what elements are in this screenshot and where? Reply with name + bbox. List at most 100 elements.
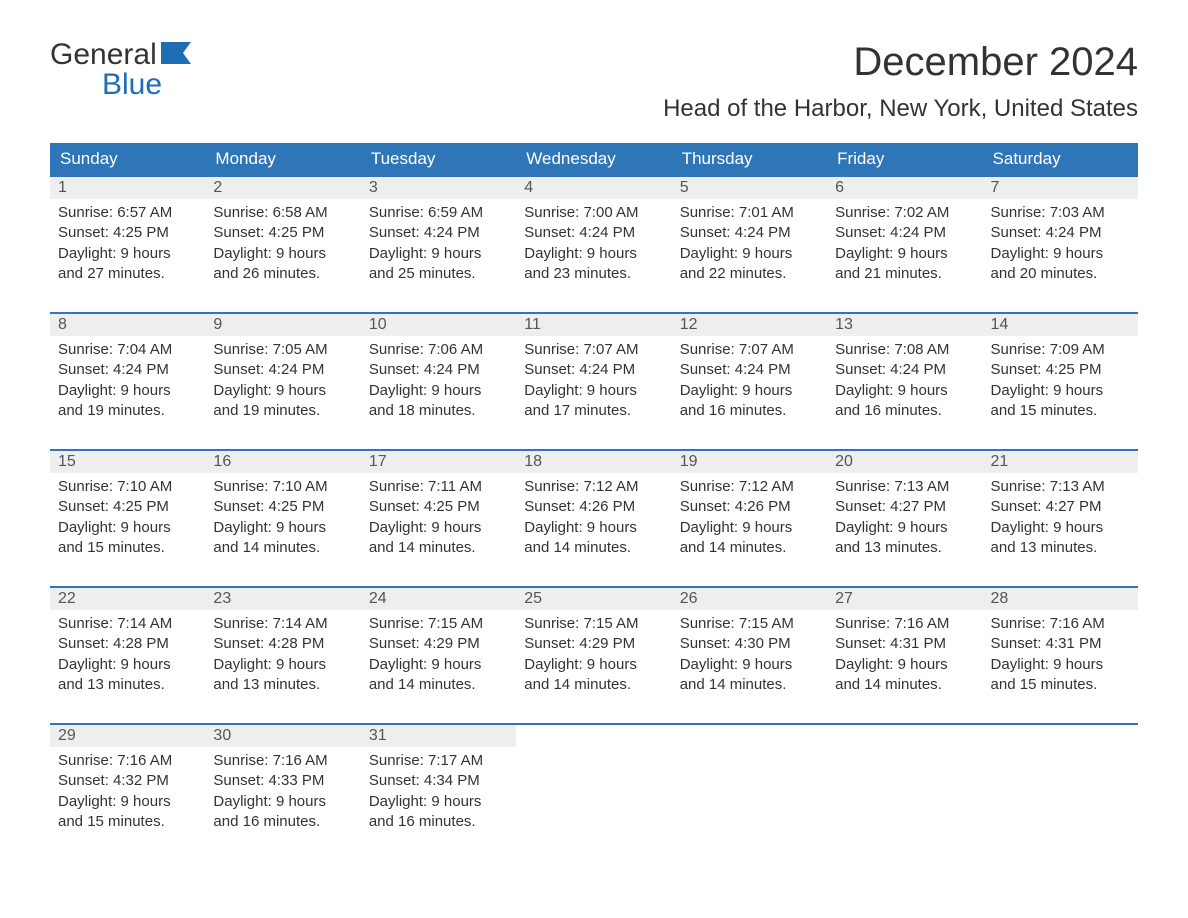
sunrise-line: Sunrise: 7:08 AM xyxy=(835,340,974,360)
day-number-cell: 28 xyxy=(983,587,1138,610)
sunset-line: Sunset: 4:34 PM xyxy=(369,771,508,791)
sunset-value: 4:25 PM xyxy=(113,224,169,241)
sunrise-label: Sunrise: xyxy=(835,204,894,221)
sunrise-value: 7:16 AM xyxy=(273,752,328,769)
sunrise-line: Sunrise: 6:58 AM xyxy=(213,203,352,223)
sunset-label: Sunset: xyxy=(524,361,579,378)
day-number: 20 xyxy=(835,453,853,470)
sunset-line: Sunset: 4:24 PM xyxy=(680,223,819,243)
day-content: Sunrise: 7:16 AMSunset: 4:31 PMDaylight:… xyxy=(835,614,974,695)
week-daynum-row: 891011121314 xyxy=(50,313,1138,336)
day-content-cell: Sunrise: 7:10 AMSunset: 4:25 PMDaylight:… xyxy=(50,473,205,587)
sunrise-label: Sunrise: xyxy=(680,478,739,495)
location-text: Head of the Harbor, New York, United Sta… xyxy=(663,95,1138,123)
sunrise-line: Sunrise: 7:10 AM xyxy=(58,477,197,497)
sunset-label: Sunset: xyxy=(58,361,113,378)
sunset-value: 4:26 PM xyxy=(735,498,791,515)
sunset-value: 4:27 PM xyxy=(1046,498,1102,515)
daylight-line1: Daylight: 9 hours xyxy=(524,518,663,538)
sunrise-value: 7:08 AM xyxy=(894,341,949,358)
sunrise-value: 7:17 AM xyxy=(428,752,483,769)
flag-icon xyxy=(161,40,191,70)
daylight-value1: 9 hours xyxy=(121,656,171,673)
day-content: Sunrise: 7:03 AMSunset: 4:24 PMDaylight:… xyxy=(991,203,1130,284)
daylight-line1: Daylight: 9 hours xyxy=(369,381,508,401)
sunset-line: Sunset: 4:26 PM xyxy=(680,497,819,517)
day-number-cell: 29 xyxy=(50,724,205,747)
day-content-cell: Sunrise: 7:14 AMSunset: 4:28 PMDaylight:… xyxy=(205,610,360,724)
sunset-line: Sunset: 4:28 PM xyxy=(213,634,352,654)
sunset-value: 4:24 PM xyxy=(268,361,324,378)
day-content-cell: Sunrise: 6:57 AMSunset: 4:25 PMDaylight:… xyxy=(50,199,205,313)
sunrise-label: Sunrise: xyxy=(835,478,894,495)
day-content: Sunrise: 6:58 AMSunset: 4:25 PMDaylight:… xyxy=(213,203,352,284)
day-content: Sunrise: 7:06 AMSunset: 4:24 PMDaylight:… xyxy=(369,340,508,421)
day-content-cell: Sunrise: 7:16 AMSunset: 4:33 PMDaylight:… xyxy=(205,747,360,860)
sunset-label: Sunset: xyxy=(213,772,268,789)
logo-word-blue: Blue xyxy=(102,70,191,100)
day-content-cell: Sunrise: 7:08 AMSunset: 4:24 PMDaylight:… xyxy=(827,336,982,450)
sunset-line: Sunset: 4:25 PM xyxy=(213,497,352,517)
daylight-line2: and 15 minutes. xyxy=(991,675,1130,695)
sunrise-label: Sunrise: xyxy=(680,341,739,358)
day-number-cell: 30 xyxy=(205,724,360,747)
sunset-line: Sunset: 4:25 PM xyxy=(369,497,508,517)
sunrise-line: Sunrise: 7:13 AM xyxy=(835,477,974,497)
daylight-line1: Daylight: 9 hours xyxy=(58,518,197,538)
daylight-line2: and 16 minutes. xyxy=(369,812,508,832)
daylight-label: Daylight: xyxy=(369,656,432,673)
sunset-line: Sunset: 4:24 PM xyxy=(213,360,352,380)
daylight-line1: Daylight: 9 hours xyxy=(680,244,819,264)
sunrise-label: Sunrise: xyxy=(991,615,1050,632)
sunset-line: Sunset: 4:24 PM xyxy=(58,360,197,380)
daylight-line1: Daylight: 9 hours xyxy=(58,381,197,401)
day-number: 5 xyxy=(680,179,689,196)
day-number: 2 xyxy=(213,179,222,196)
day-content: Sunrise: 7:12 AMSunset: 4:26 PMDaylight:… xyxy=(524,477,663,558)
daylight-line1: Daylight: 9 hours xyxy=(369,655,508,675)
sunset-label: Sunset: xyxy=(369,498,424,515)
daylight-value1: 9 hours xyxy=(121,382,171,399)
sunrise-value: 7:16 AM xyxy=(894,615,949,632)
daylight-label: Daylight: xyxy=(835,245,898,262)
daylight-line2: and 14 minutes. xyxy=(369,675,508,695)
sunrise-line: Sunrise: 7:16 AM xyxy=(213,751,352,771)
day-content: Sunrise: 7:04 AMSunset: 4:24 PMDaylight:… xyxy=(58,340,197,421)
sunset-value: 4:24 PM xyxy=(424,361,480,378)
day-number-cell: 17 xyxy=(361,450,516,473)
day-number-cell: 1 xyxy=(50,176,205,199)
day-content: Sunrise: 7:15 AMSunset: 4:29 PMDaylight:… xyxy=(369,614,508,695)
sunrise-label: Sunrise: xyxy=(213,752,272,769)
daylight-value1: 9 hours xyxy=(1053,245,1103,262)
daylight-line2: and 16 minutes. xyxy=(835,401,974,421)
sunrise-line: Sunrise: 7:17 AM xyxy=(369,751,508,771)
sunrise-line: Sunrise: 7:00 AM xyxy=(524,203,663,223)
sunset-label: Sunset: xyxy=(835,224,890,241)
sunset-value: 4:24 PM xyxy=(424,224,480,241)
day-content-cell: Sunrise: 7:05 AMSunset: 4:24 PMDaylight:… xyxy=(205,336,360,450)
daylight-line2: and 14 minutes. xyxy=(524,538,663,558)
day-number-cell: 31 xyxy=(361,724,516,747)
daylight-line2: and 21 minutes. xyxy=(835,264,974,284)
day-content-cell: Sunrise: 7:12 AMSunset: 4:26 PMDaylight:… xyxy=(672,473,827,587)
daylight-line2: and 13 minutes. xyxy=(835,538,974,558)
sunrise-line: Sunrise: 7:14 AM xyxy=(58,614,197,634)
daylight-line1: Daylight: 9 hours xyxy=(991,381,1130,401)
day-number-cell: 19 xyxy=(672,450,827,473)
daylight-value1: 9 hours xyxy=(587,382,637,399)
sunrise-value: 7:04 AM xyxy=(117,341,172,358)
daylight-label: Daylight: xyxy=(369,793,432,810)
sunset-line: Sunset: 4:29 PM xyxy=(524,634,663,654)
daylight-line1: Daylight: 9 hours xyxy=(369,518,508,538)
daylight-label: Daylight: xyxy=(58,519,121,536)
day-number: 19 xyxy=(680,453,698,470)
sunrise-value: 7:14 AM xyxy=(273,615,328,632)
sunset-value: 4:24 PM xyxy=(113,361,169,378)
daylight-line2: and 14 minutes. xyxy=(524,675,663,695)
sunrise-value: 7:01 AM xyxy=(739,204,794,221)
day-content-cell: Sunrise: 7:01 AMSunset: 4:24 PMDaylight:… xyxy=(672,199,827,313)
daylight-value1: 9 hours xyxy=(898,656,948,673)
daylight-line1: Daylight: 9 hours xyxy=(524,244,663,264)
day-content-cell: Sunrise: 7:06 AMSunset: 4:24 PMDaylight:… xyxy=(361,336,516,450)
sunrise-line: Sunrise: 7:02 AM xyxy=(835,203,974,223)
